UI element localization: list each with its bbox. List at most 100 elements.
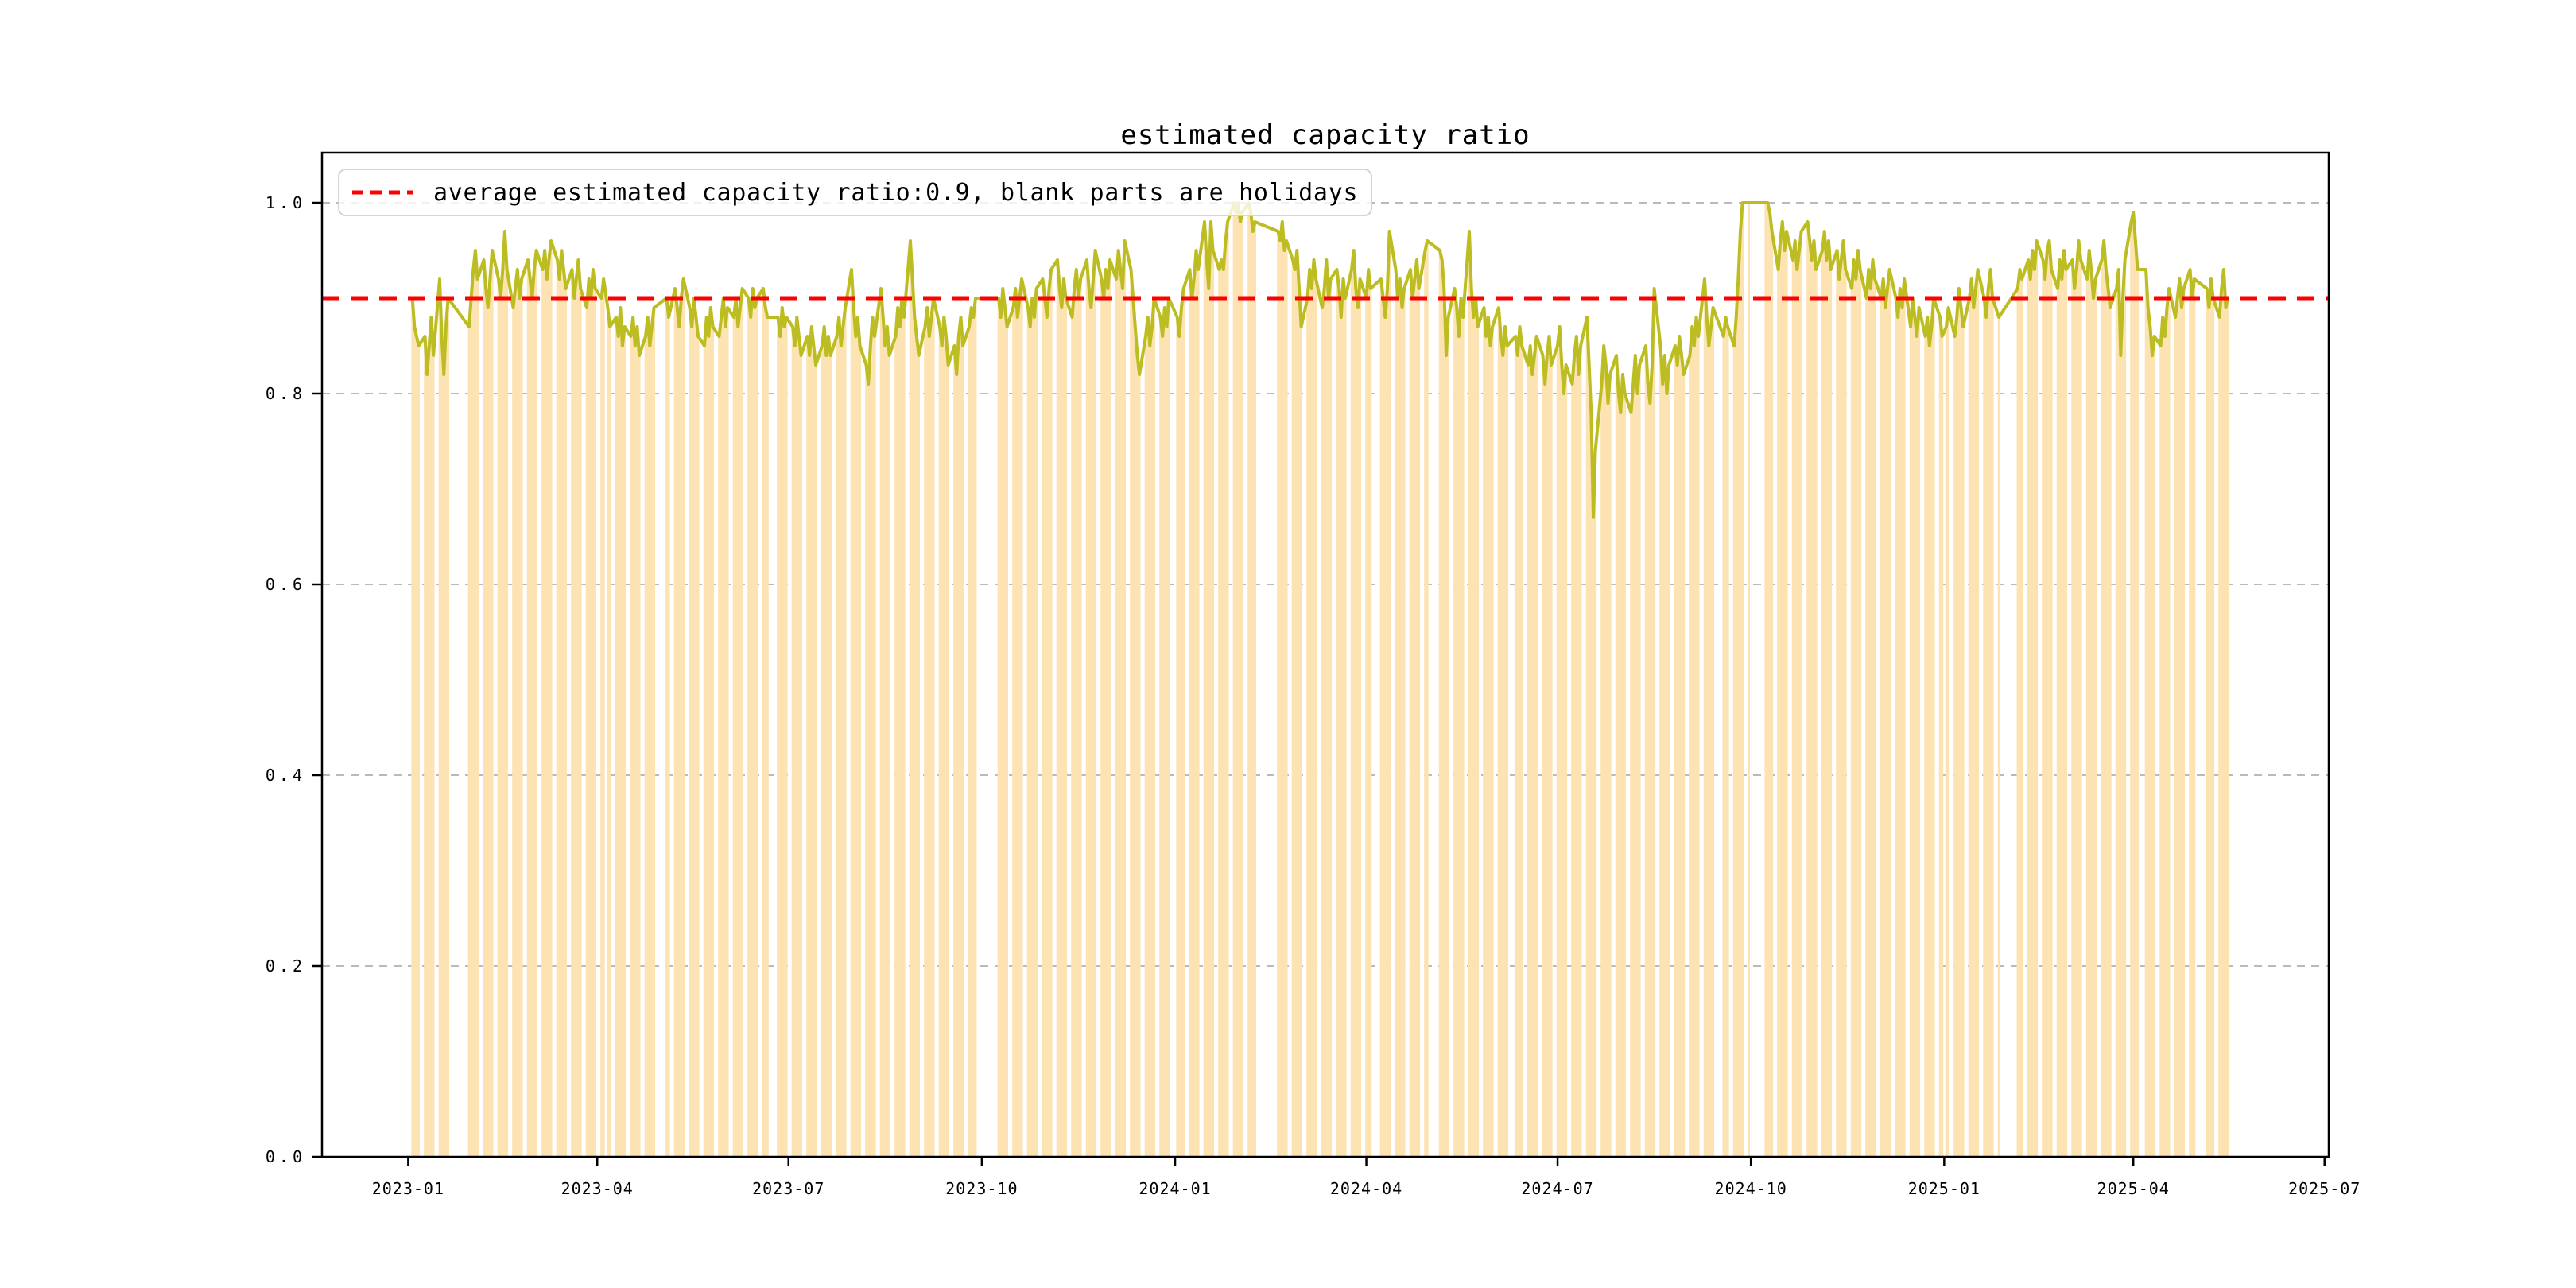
capacity-bar [703,346,706,1157]
capacity-bar [1308,270,1311,1157]
capacity-bar [1556,346,1559,1157]
capacity-bar [1602,346,1605,1157]
capacity-bar [997,298,1000,1157]
capacity-bar [1886,289,1889,1157]
capacity-bar [520,279,523,1157]
capacity-bar [667,317,670,1157]
capacity-bar [1546,355,1549,1157]
capacity-bars [411,203,2229,1157]
capacity-bar [673,289,677,1157]
capacity-bar [1535,336,1538,1157]
capacity-bar [2090,270,2093,1157]
capacity-bar [1006,327,1009,1157]
capacity-bar [1813,241,1815,1157]
capacity-bar [1119,270,1122,1157]
capacity-bar [471,270,475,1157]
capacity-bar [2042,260,2045,1157]
capacity-bar [577,260,580,1157]
capacity-bar [2121,298,2124,1157]
capacity-bar [2077,241,2080,1157]
capacity-bar [1355,289,1357,1157]
y-tick-label: 0.8 [266,384,306,403]
capacity-bar [1497,308,1500,1157]
capacity-bar [1844,270,1847,1157]
capacity-bar [1991,298,1994,1157]
capacity-bar [918,355,921,1157]
capacity-bar [2065,270,2068,1157]
capacity-bar [2020,279,2023,1157]
capacity-bar [1453,289,1457,1157]
capacity-bar [638,355,641,1157]
capacity-bar [1748,203,1751,1157]
capacity-bar [575,279,578,1157]
capacity-bar [1781,222,1784,1157]
capacity-bar [783,327,786,1157]
legend-label: average estimated capacity ratio:0.9, bl… [433,178,1359,207]
capacity-bar [621,346,624,1157]
capacity-bar [1447,317,1450,1157]
capacity-bar [1519,327,1521,1157]
capacity-bar [518,298,521,1157]
capacity-bar [827,336,830,1157]
capacity-bar [1146,317,1150,1157]
capacity-bar [2163,336,2167,1157]
capacity-bar [1035,289,1038,1157]
capacity-bar [474,250,477,1157]
capacity-bar [1840,260,1843,1157]
capacity-bar [2132,212,2135,1157]
capacity-bar [1130,270,1132,1157]
capacity-bar [1695,317,1697,1157]
capacity-bar [2019,270,2021,1157]
capacity-bar [1771,231,1774,1157]
capacity-bar [1189,270,1191,1157]
capacity-bar [726,308,729,1157]
capacity-bar [1767,203,1769,1157]
capacity-bar [1663,355,1666,1157]
capacity-bar [1075,270,1078,1157]
capacity-bar [1810,260,1814,1157]
capacity-bar [1502,355,1504,1157]
capacity-bar [1092,279,1095,1157]
capacity-bar [2136,270,2139,1157]
capacity-bar [2088,250,2091,1157]
capacity-bar [602,279,605,1157]
capacity-bar [1735,317,1738,1157]
capacity-bar [2056,289,2059,1157]
capacity-bar [2180,308,2183,1157]
capacity-bar [1384,317,1387,1157]
capacity-bar [1369,289,1372,1157]
capacity-bar [2206,289,2209,1157]
capacity-bar [1823,231,1826,1157]
capacity-bar [932,298,935,1157]
capacity-bar [1647,384,1650,1157]
capacity-bar [1973,308,1975,1157]
capacity-bar [1102,298,1105,1157]
capacity-bar [1814,270,1818,1157]
capacity-bar [1800,231,1803,1157]
capacity-bar [1690,327,1693,1157]
capacity-bar [1418,289,1421,1157]
capacity-bar [1693,346,1696,1157]
capacity-bar [2046,250,2049,1157]
capacity-bar [2151,355,2154,1157]
capacity-bar [2105,270,2108,1157]
capacity-bar [1108,260,1111,1157]
capacity-bar [1737,279,1740,1157]
capacity-bar [1653,289,1656,1157]
capacity-bar [1607,403,1609,1157]
capacity-bar [1499,336,1503,1157]
capacity-bar [1359,279,1362,1157]
capacity-bar [1065,298,1068,1157]
capacity-bar [1579,346,1582,1157]
capacity-bar [1167,298,1170,1157]
capacity-bar [1932,298,1935,1157]
capacity-bar [2218,317,2221,1157]
capacity-bar [707,336,710,1157]
capacity-bar [1558,327,1562,1157]
capacity-bar [2149,327,2151,1157]
x-tick-label: 2023-10 [945,1179,1018,1198]
capacity-bar [1411,298,1414,1157]
capacity-bar [1153,298,1156,1157]
capacity-bar [1798,250,1801,1157]
capacity-bar [665,298,668,1157]
